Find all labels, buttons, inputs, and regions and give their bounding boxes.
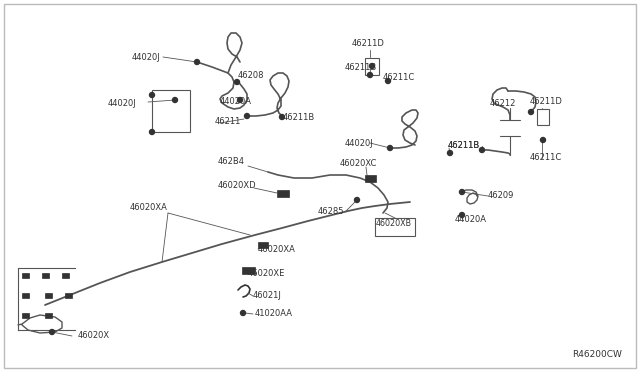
Text: 46020XE: 46020XE	[248, 269, 285, 278]
Circle shape	[369, 64, 374, 68]
Text: 44020A: 44020A	[220, 96, 252, 106]
Circle shape	[280, 115, 285, 119]
Text: 44020A: 44020A	[455, 215, 487, 224]
Text: 46020XD: 46020XD	[218, 182, 257, 190]
Text: 46211B: 46211B	[448, 141, 480, 151]
Circle shape	[49, 330, 54, 334]
Circle shape	[150, 129, 154, 135]
Circle shape	[195, 60, 200, 64]
Text: 46021J: 46021J	[253, 292, 282, 301]
Text: 46211: 46211	[215, 118, 241, 126]
Bar	[241, 266, 255, 273]
Text: 46020X: 46020X	[78, 331, 110, 340]
Circle shape	[529, 109, 534, 115]
Text: 46020XB: 46020XB	[376, 219, 412, 228]
Text: 41020AA: 41020AA	[255, 310, 293, 318]
Circle shape	[460, 212, 465, 218]
Text: 46211B: 46211B	[345, 64, 377, 73]
Bar	[22, 312, 29, 317]
Bar	[22, 273, 29, 278]
Text: 46211D: 46211D	[530, 97, 563, 106]
Bar	[365, 174, 376, 182]
Text: 46211C: 46211C	[530, 154, 563, 163]
Circle shape	[355, 198, 360, 202]
Bar	[61, 273, 68, 278]
Circle shape	[237, 97, 243, 103]
Bar	[45, 312, 51, 317]
Text: 46212: 46212	[490, 99, 516, 108]
Text: 46211B: 46211B	[448, 141, 480, 150]
Text: 46285: 46285	[318, 208, 344, 217]
Text: 46208: 46208	[238, 71, 264, 80]
Circle shape	[173, 97, 177, 103]
Bar	[365, 58, 379, 74]
Circle shape	[460, 189, 465, 195]
Circle shape	[241, 311, 246, 315]
Circle shape	[447, 151, 452, 155]
Text: 46020XA: 46020XA	[258, 244, 296, 253]
Circle shape	[479, 148, 484, 153]
Bar	[152, 90, 190, 132]
Text: R46200CW: R46200CW	[572, 350, 622, 359]
Bar	[537, 109, 549, 125]
Text: 44020J: 44020J	[132, 52, 161, 61]
Bar	[65, 292, 72, 298]
Text: 46020XA: 46020XA	[130, 203, 168, 212]
Bar	[42, 273, 49, 278]
Circle shape	[385, 78, 390, 83]
Circle shape	[244, 113, 250, 119]
Circle shape	[387, 145, 392, 151]
Bar	[22, 292, 29, 298]
Bar	[375, 218, 415, 236]
Bar	[45, 292, 51, 298]
Text: 46211B: 46211B	[283, 113, 316, 122]
Text: 44020J: 44020J	[345, 138, 374, 148]
Circle shape	[150, 93, 154, 97]
Text: 44020J: 44020J	[108, 99, 137, 108]
Text: 46211D: 46211D	[352, 38, 385, 48]
Text: 462B4: 462B4	[218, 157, 245, 167]
Text: 46209: 46209	[488, 192, 515, 201]
Bar	[258, 242, 268, 248]
Text: 46020XC: 46020XC	[340, 158, 378, 167]
Text: 46211C: 46211C	[383, 74, 415, 83]
Circle shape	[541, 138, 545, 142]
Bar	[277, 189, 289, 196]
Circle shape	[234, 80, 239, 84]
Circle shape	[367, 73, 372, 77]
